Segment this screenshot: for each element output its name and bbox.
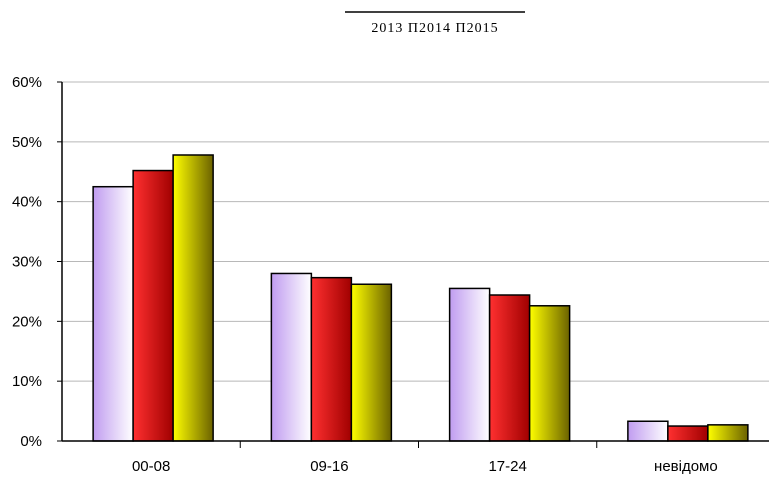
y-tick-label: 60%: [12, 74, 42, 91]
y-tick-label: 10%: [12, 373, 42, 390]
y-tick-label: 0%: [20, 433, 42, 450]
bar-2015-17-24: [528, 305, 571, 442]
bar-2013-невідомо: [627, 420, 669, 442]
y-tick-label: 30%: [12, 254, 42, 271]
x-tick-label: 00-08: [132, 458, 170, 475]
bar-2013-17-24: [448, 287, 491, 442]
bar-2013-00-08: [92, 185, 134, 442]
legend: 2013 П2014 П2015: [345, 11, 525, 36]
bar-2014-17-24: [488, 294, 531, 442]
bar-2015-00-08: [172, 154, 214, 442]
x-tick-labels: 00-08 09-16 17-24 невідомо: [132, 458, 718, 475]
bar-2014-09-16: [310, 276, 353, 442]
bar-2015-невідомо: [707, 424, 749, 442]
x-tick-label: 17-24: [488, 458, 526, 475]
x-tick-label: 09-16: [310, 458, 348, 475]
x-tick-label: невідомо: [654, 458, 718, 475]
bar-2015-09-16: [350, 283, 393, 442]
y-tick-label: 40%: [12, 194, 42, 211]
y-tick-labels: 0% 10% 20% 30% 40% 50% 60%: [12, 74, 42, 450]
bar-2014-невідомо: [667, 425, 709, 442]
bar-2013-09-16: [270, 272, 313, 442]
y-tick-label: 50%: [12, 134, 42, 151]
legend-text: 2013 П2014 П2015: [371, 21, 498, 36]
bars: [92, 154, 749, 442]
y-tick-label: 20%: [12, 313, 42, 330]
bar-2014-00-08: [132, 169, 174, 442]
axes: [57, 81, 769, 448]
